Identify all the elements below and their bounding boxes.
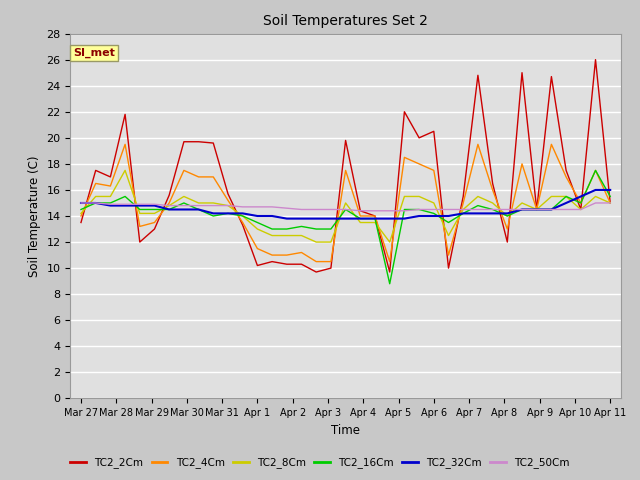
X-axis label: Time: Time	[331, 424, 360, 437]
Legend: TC2_2Cm, TC2_4Cm, TC2_8Cm, TC2_16Cm, TC2_32Cm, TC2_50Cm: TC2_2Cm, TC2_4Cm, TC2_8Cm, TC2_16Cm, TC2…	[67, 453, 573, 472]
Y-axis label: Soil Temperature (C): Soil Temperature (C)	[28, 155, 41, 277]
Title: Soil Temperatures Set 2: Soil Temperatures Set 2	[263, 14, 428, 28]
Text: SI_met: SI_met	[73, 48, 115, 59]
